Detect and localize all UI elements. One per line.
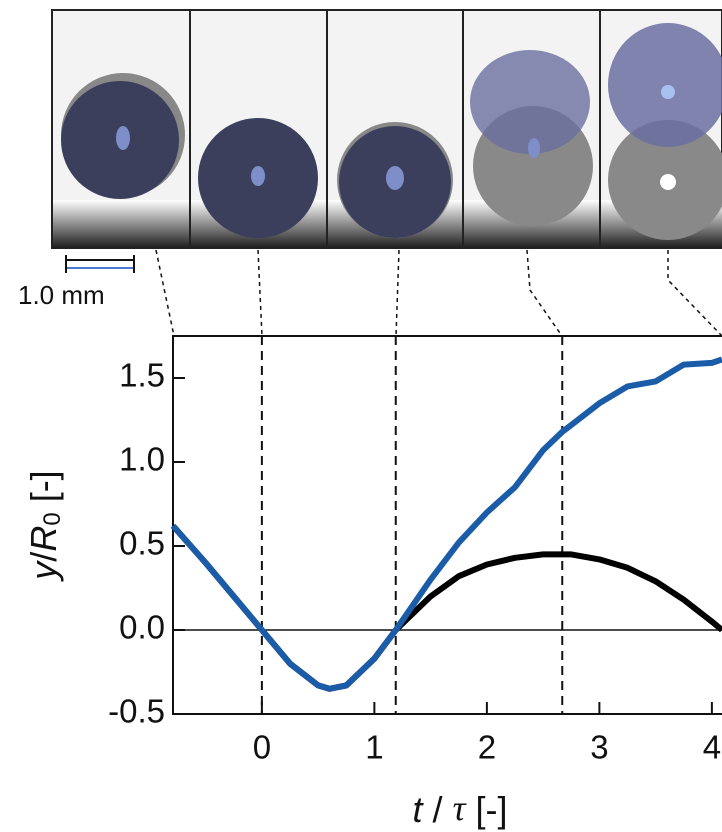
y-tick-label: 0.0 xyxy=(119,609,165,646)
data-line xyxy=(173,360,722,689)
y-label-var: y xyxy=(23,560,64,583)
y-label-sub: 0 xyxy=(39,512,66,525)
x-tick-label: 4 xyxy=(703,729,721,766)
x-axis-label: t / τ [-] xyxy=(413,788,508,829)
y-tick-label: 0.5 xyxy=(119,525,165,562)
y-label-unit: [-] xyxy=(23,470,64,512)
image-strip xyxy=(52,10,722,248)
y-tick-label: 1.0 xyxy=(119,441,165,478)
x-tick-label: 0 xyxy=(253,729,271,766)
axis-frame xyxy=(173,336,722,714)
y-axis-label: y/R0 [-] xyxy=(23,470,67,582)
y-label-sym: R xyxy=(23,526,64,552)
x-tick-label: 1 xyxy=(365,729,383,766)
x-label-unit: [-] xyxy=(465,789,507,830)
x-tick-label: 3 xyxy=(590,729,608,766)
y-tick-label: 1.5 xyxy=(119,357,165,394)
x-tick-label: 2 xyxy=(478,729,496,766)
figure: 1.0 mm t / τ [-] y/R0 [-] 01234-0.50.00.… xyxy=(0,0,722,832)
scale-bar: 1.0 mm xyxy=(18,255,134,310)
y-tick-label: -0.5 xyxy=(108,693,165,730)
connectors xyxy=(156,250,722,336)
y-label-sep: / xyxy=(23,552,64,562)
data-line xyxy=(173,526,722,689)
scale-label: 1.0 mm xyxy=(18,280,105,310)
x-label-sep: / xyxy=(423,789,453,830)
